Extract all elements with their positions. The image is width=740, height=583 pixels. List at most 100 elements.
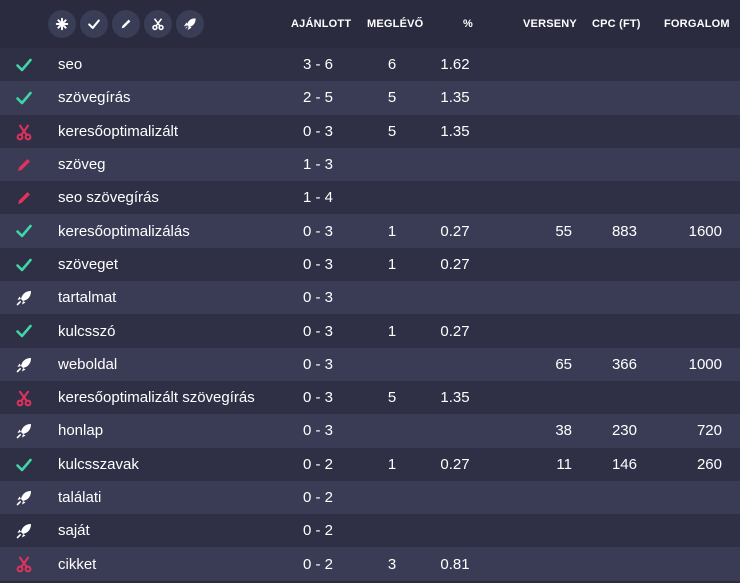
pencil-icon <box>18 192 30 205</box>
check-icon <box>16 458 32 471</box>
table-row[interactable]: szövegírás 2 - 5 5 1.35 <box>0 81 740 115</box>
header-verseny[interactable]: VERSENY <box>523 18 577 30</box>
keyword-cell: kulcsszó <box>58 322 116 340</box>
header-cpc[interactable]: CPC (FT) <box>592 18 641 30</box>
verseny-cell: 38 <box>555 422 572 440</box>
table-row[interactable]: kulcsszavak 0 - 2 1 0.27 11 146 260 <box>0 447 740 481</box>
cpc-cell: 366 <box>611 355 637 373</box>
percent-cell: 0.27 <box>440 455 470 473</box>
meglevo-cell: 5 <box>387 89 397 107</box>
forgalom-cell: 1000 <box>688 355 722 373</box>
meglevo-cell: 1 <box>387 222 397 240</box>
percent-cell: 1.35 <box>440 89 470 107</box>
keyword-cell: seo szövegírás <box>58 189 159 207</box>
keyword-cell: szöveg <box>58 156 106 174</box>
percent-cell: 1.62 <box>440 56 470 74</box>
filter-pencil-button[interactable] <box>112 10 140 38</box>
table-row[interactable]: weboldal 0 - 3 65 366 1000 <box>0 347 740 381</box>
meglevo-cell: 5 <box>387 122 397 140</box>
keyword-cell: szöveget <box>58 255 119 273</box>
check-icon <box>16 225 32 238</box>
check-icon <box>16 258 32 272</box>
ajanlott-cell: 1 - 3 <box>302 156 333 174</box>
header-forgalom[interactable]: FORGALOM <box>664 18 730 30</box>
keyword-cell: seo <box>58 56 83 74</box>
header-ajanlott[interactable]: AJÁNLOTT <box>291 18 352 30</box>
keyword-cell: kulcsszavak <box>58 455 139 473</box>
table-row[interactable]: seo szövegírás 1 - 4 <box>0 181 740 215</box>
scissors-icon <box>16 390 32 407</box>
cpc-cell: 146 <box>611 455 637 473</box>
ajanlott-cell: 3 - 6 <box>302 56 333 74</box>
table-row[interactable]: szöveg 1 - 3 <box>0 147 740 182</box>
filter-rocket-button[interactable] <box>176 10 204 38</box>
table-row[interactable]: szöveget 0 - 3 1 0.27 <box>0 247 740 282</box>
meglevo-cell: 6 <box>387 56 397 74</box>
rocket-icon <box>16 291 31 306</box>
table-row[interactable]: cikket 0 - 2 3 0.81 <box>0 547 740 581</box>
table-row[interactable]: kulcsszó 0 - 3 1 0.27 <box>0 314 740 348</box>
table-header: AJÁNLOTT MEGLÉVŐ % VERSENY CPC (FT) FORG… <box>0 0 740 48</box>
cpc-cell: 883 <box>611 222 637 240</box>
icon-filter-bar <box>48 10 204 38</box>
keyword-cell: keresőoptimalizált <box>58 122 179 140</box>
pencil-icon <box>18 158 30 171</box>
keyword-cell: weboldal <box>58 355 118 373</box>
pencil-icon <box>121 19 131 29</box>
table-row[interactable]: keresőoptimalizált 0 - 3 5 1.35 <box>0 114 740 148</box>
scissors-icon <box>16 556 32 573</box>
filter-check-button[interactable] <box>80 10 108 38</box>
check-icon <box>16 58 32 72</box>
table-row[interactable]: tartalmat 0 - 3 <box>0 281 740 315</box>
ajanlott-cell: 0 - 3 <box>302 422 333 440</box>
percent-cell: 0.27 <box>440 322 470 340</box>
keyword-cell: tartalmat <box>58 289 117 307</box>
ajanlott-cell: 0 - 3 <box>302 389 333 407</box>
table-row[interactable]: honlap 0 - 3 38 230 720 <box>0 414 740 448</box>
ajanlott-cell: 0 - 3 <box>302 255 333 273</box>
rocket-icon <box>16 424 31 439</box>
asterisk-icon <box>55 17 69 31</box>
table-body: seo 3 - 6 6 1.62 szövegírás 2 - 5 5 1.35 keresőo… <box>0 48 740 581</box>
percent-cell: 0.81 <box>440 555 470 573</box>
table-row[interactable]: keresőoptimalizált szövegírás 0 - 3 5 1.35 <box>0 380 740 415</box>
check-icon <box>88 19 100 29</box>
keyword-cell: keresőoptimalizált szövegírás <box>58 389 255 407</box>
percent-cell: 1.35 <box>440 389 470 407</box>
ajanlott-cell: 0 - 3 <box>302 289 333 307</box>
ajanlott-cell: 1 - 4 <box>302 189 333 207</box>
keyword-cell: találati <box>58 489 102 506</box>
rocket-icon <box>16 357 31 372</box>
table-row[interactable]: seo 3 - 6 6 1.62 <box>0 48 740 82</box>
filter-scissors-button[interactable] <box>144 10 172 38</box>
verseny-cell: 65 <box>555 355 572 373</box>
ajanlott-cell: 0 - 3 <box>302 122 333 140</box>
keyword-cell: honlap <box>58 422 104 440</box>
ajanlott-cell: 0 - 3 <box>302 322 333 340</box>
keyword-cell: szövegírás <box>58 89 131 107</box>
meglevo-cell: 5 <box>387 389 397 407</box>
header-meglevo[interactable]: MEGLÉVŐ <box>367 18 424 30</box>
meglevo-cell: 3 <box>387 555 397 573</box>
filter-asterisk-button[interactable] <box>48 10 76 38</box>
ajanlott-cell: 0 - 2 <box>302 489 333 506</box>
percent-cell: 1.35 <box>440 122 470 140</box>
scissors-icon <box>152 18 164 31</box>
meglevo-cell: 1 <box>387 455 397 473</box>
verseny-cell: 55 <box>555 222 572 240</box>
ajanlott-cell: 0 - 3 <box>302 222 333 240</box>
ajanlott-cell: 0 - 2 <box>302 522 333 540</box>
table-row[interactable]: keresőoptimalizálás 0 - 3 1 0.27 55 883 1600 <box>0 214 740 248</box>
ajanlott-cell: 0 - 2 <box>302 555 333 573</box>
rocket-icon <box>183 18 196 31</box>
ajanlott-cell: 0 - 2 <box>302 455 333 473</box>
percent-cell: 0.27 <box>440 222 470 240</box>
rocket-icon <box>16 490 31 506</box>
check-icon <box>16 91 32 105</box>
meglevo-cell: 1 <box>387 322 397 340</box>
header-percent[interactable]: % <box>463 18 473 30</box>
table-row[interactable]: találati 0 - 2 <box>0 480 740 515</box>
scissors-icon <box>16 124 32 140</box>
table-row[interactable]: saját 0 - 2 <box>0 514 740 548</box>
